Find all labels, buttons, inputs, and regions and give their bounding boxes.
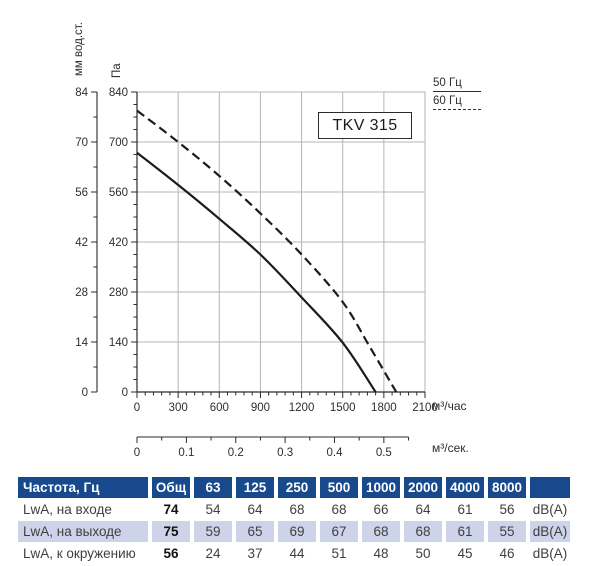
table-cell: 44 [278,543,316,564]
flow2-tick-label: 0.1 [178,447,194,459]
flow-tick-label: 0 [134,402,140,414]
table-cell: 61 [446,499,484,520]
model-title-box: TKV 315 [318,112,412,139]
table-cell: 66 [362,499,400,520]
legend-item-60hz: 60 Гц [433,95,485,110]
curve-60hz [136,109,398,393]
table-cell: 55 [488,521,526,542]
mm-tick-label: 14 [75,337,88,349]
curve-legend: 50 Гц 60 Гц [433,77,485,113]
table-cell: 68 [320,499,358,520]
legend-label-60hz: 60 Гц [433,95,462,107]
legend-item-50hz: 50 Гц [433,77,485,92]
table-cell: 74 [152,499,190,520]
table-header-cell: Общ [152,477,190,498]
flow2-tick-label: 0.3 [277,447,293,459]
pa-tick-label: 0 [122,387,128,399]
table-cell: 56 [488,499,526,520]
flow-tick-label: 300 [169,402,188,414]
x-axis-unit-hour: м³/час [432,399,467,413]
table-unit-cell: dB(A) [530,543,570,564]
table-unit-cell: dB(A) [530,521,570,542]
pa-tick-label: 140 [109,337,128,349]
model-title: TKV 315 [332,116,398,134]
mm-tick-label: 28 [75,287,88,299]
table-cell: 75 [152,521,190,542]
table-cell: 24 [194,543,232,564]
pa-tick-label: 560 [109,187,128,199]
mm-tick-label: 70 [75,137,88,149]
pa-axis-title: Па [111,63,123,78]
flow-tick-label: 1800 [371,402,397,414]
mm-tick-label: 42 [75,237,88,249]
table-cell: 68 [404,521,442,542]
table-header-cell: 8000 [488,477,526,498]
flow2-tick-label: 0.2 [228,447,244,459]
table-cell: 51 [320,543,358,564]
table-header-cell: 125 [236,477,274,498]
pa-tick-label: 700 [109,137,128,149]
table-header-cell: 500 [320,477,358,498]
table-cell: 65 [236,521,274,542]
flow-tick-label: 2100 [412,402,438,414]
table-cell: 64 [404,499,442,520]
table-cell: 45 [446,543,484,564]
table-cell: 61 [446,521,484,542]
table-cell: 56 [152,543,190,564]
table-cell: 59 [194,521,232,542]
flow-tick-label: 1500 [330,402,356,414]
table-cell: 64 [236,499,274,520]
legend-label-50hz: 50 Гц [433,77,462,89]
table-header-cell: 2000 [404,477,442,498]
table-header-cell: 250 [278,477,316,498]
mm-axis-title: мм вод.ст. [73,22,85,76]
legend-line-solid [433,91,481,92]
table-cell: 68 [278,499,316,520]
pa-tick-label: 420 [109,237,128,249]
table-header-cell: Частота, Гц [18,477,148,498]
pa-tick-label: 280 [109,287,128,299]
x-axis-unit-second: м³/сек. [432,441,469,455]
table-cell: 50 [404,543,442,564]
table-cell: 68 [362,521,400,542]
curve-50hz [136,151,377,393]
legend-line-dashed [433,109,481,110]
table-cell: 48 [362,543,400,564]
table-cell: 37 [236,543,274,564]
table-row-label: LwA, на выходе [18,521,148,542]
flow-tick-label: 1200 [289,402,315,414]
flow2-tick-label: 0.5 [376,447,392,459]
table-header-cell: 4000 [446,477,484,498]
table-cell: 67 [320,521,358,542]
table-cell: 69 [278,521,316,542]
flow2-tick-label: 0 [134,447,140,459]
flow2-tick-label: 0.4 [326,447,343,459]
mm-tick-label: 0 [82,387,88,399]
mm-tick-label: 56 [75,187,88,199]
noise-table: Частота, Гц Общ 63 125 250 500 1000 2000 4000 800… [18,477,570,564]
flow-tick-label: 900 [251,402,270,414]
table-header-cell: 63 [194,477,232,498]
flow-tick-label: 600 [210,402,229,414]
table-row-label: LwA, на входе [18,499,148,520]
table-cell: 54 [194,499,232,520]
mm-tick-label: 84 [75,87,88,99]
table-header-cell: 1000 [362,477,400,498]
table-unit-cell: dB(A) [530,499,570,520]
pa-tick-label: 840 [109,87,128,99]
table-row-label: LwA, к окружению [18,543,148,564]
table-cell: 46 [488,543,526,564]
table-header-cell [530,477,570,498]
